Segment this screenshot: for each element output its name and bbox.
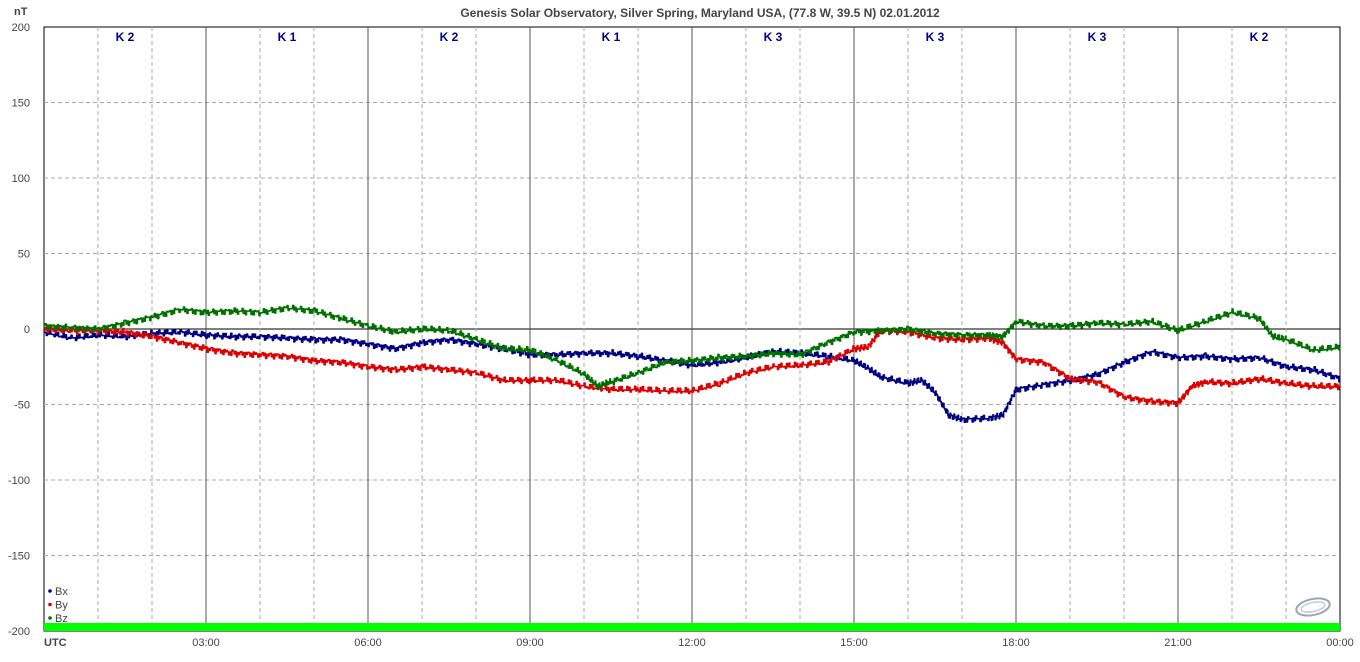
x-tick-label: 09:00 [516,637,544,649]
k-index-label: K 3 [1088,30,1107,44]
y-tick-label: -150 [8,551,30,563]
sam-logo [1295,597,1331,617]
x-tick-label: 18:00 [1002,637,1030,649]
k-index-label: K 2 [116,30,135,44]
y-tick-label: -100 [8,475,30,487]
chart-title: Genesis Solar Observatory, Silver Spring… [460,6,940,20]
y-axis-label: nT [14,6,28,18]
x-tick-label: 12:00 [678,637,706,649]
series-line-by [44,326,1341,408]
k-index-layer: K 2 K 1 K 2 K 1 K 3 K 3 K 3 K 2 [116,30,1269,44]
y-tick-label: 0 [24,324,30,336]
y-tick-label: 100 [12,173,30,185]
y-tick-label: 200 [12,22,30,34]
legend-label: Bx [55,586,68,598]
status-bar [44,623,1340,631]
legend-marker-by [48,602,52,607]
axis-layer: 200 150 100 50 0 -50 -100 -150 -200 UTC 03:00 06:00… [8,22,1354,649]
k-index-label: K 2 [1250,30,1269,44]
legend-marker-bz [48,616,52,620]
y-tick-label: 150 [12,98,30,110]
x-tick-label: 00:00 [1326,637,1354,649]
grid-layer [43,26,1341,632]
x-tick-label: 21:00 [1164,637,1192,649]
x-tick-label: 15:00 [840,637,868,649]
x-tick-label: 06:00 [354,637,382,649]
y-tick-label: -200 [8,626,30,638]
k-index-label: K 1 [278,30,297,44]
legend-label: Bz [55,613,68,625]
series-layer [44,304,1341,424]
k-index-label: K 2 [440,30,459,44]
series-line-bz [44,304,1341,391]
y-tick-label: 50 [18,249,30,261]
k-index-label: K 1 [602,30,621,44]
x-tick-label: 03:00 [192,637,220,649]
k-index-label: K 3 [926,30,945,44]
legend-marker-bx [48,589,52,593]
y-tick-label: -50 [14,400,30,412]
x-axis-label: UTC [44,637,67,649]
k-index-label: K 3 [764,30,783,44]
legend-label: By [55,600,68,612]
